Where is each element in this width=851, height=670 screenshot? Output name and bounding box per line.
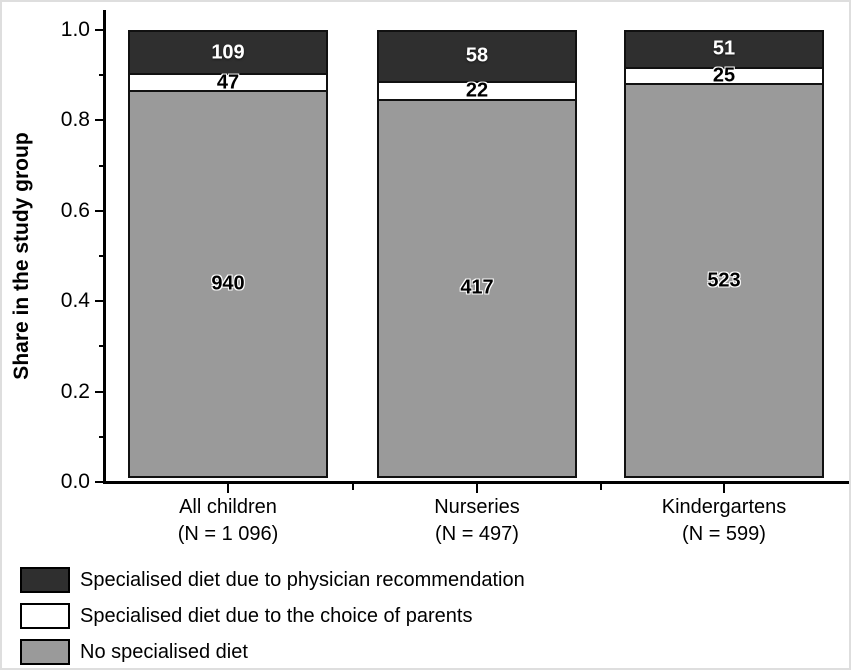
y-axis-line bbox=[103, 10, 106, 484]
y-tick-minor bbox=[99, 435, 105, 438]
y-axis-title: Share in the study group bbox=[10, 132, 33, 380]
category-name: Nurseries bbox=[434, 496, 520, 518]
bar-segment: 47 bbox=[128, 71, 328, 94]
bar-value-label: 25 bbox=[712, 64, 736, 87]
bar-value-label: 109 bbox=[211, 41, 245, 63]
y-tick-label: 0.6 bbox=[60, 198, 90, 222]
x-tick-major bbox=[227, 484, 229, 493]
bar-value-label: 940 bbox=[211, 272, 245, 295]
category-n: (N = 599) bbox=[682, 523, 766, 545]
bar-value-label: 22 bbox=[465, 79, 489, 102]
category-n: (N = 1 096) bbox=[177, 523, 279, 545]
category-name: All children bbox=[179, 496, 277, 518]
legend-swatch bbox=[20, 639, 70, 665]
legend-item: Specialised diet due to physician recomm… bbox=[20, 562, 525, 598]
y-tick-minor bbox=[99, 345, 105, 348]
x-axis-line bbox=[103, 481, 849, 484]
y-tick-major bbox=[95, 390, 105, 393]
bar-value-label: 47 bbox=[216, 71, 240, 94]
bar-value-label: 58 bbox=[465, 44, 489, 67]
x-tick-major bbox=[723, 484, 725, 493]
bar-segment: 417 bbox=[377, 98, 577, 478]
legend-label: Specialised diet due to the choice of pa… bbox=[80, 604, 473, 627]
legend-label: Specialised diet due to physician recomm… bbox=[80, 568, 525, 591]
category-name: Kindergartens bbox=[661, 496, 787, 518]
y-tick-major bbox=[95, 209, 105, 212]
category-n: (N = 497) bbox=[435, 523, 519, 545]
legend-label: No specialised diet bbox=[80, 640, 248, 663]
y-tick-label: 0.8 bbox=[60, 108, 90, 132]
y-tick-minor bbox=[99, 74, 105, 77]
x-tick-minor bbox=[351, 484, 354, 490]
x-tick-major bbox=[476, 484, 478, 493]
bar-value-label: 51 bbox=[712, 37, 736, 60]
x-category-label: Nurseries (N = 497) bbox=[347, 494, 607, 548]
y-tick-label: 0.4 bbox=[60, 289, 90, 313]
bar: 109 47 940 bbox=[128, 30, 328, 482]
bar: 51 25 523 bbox=[624, 30, 824, 482]
bar-value-label: 417 bbox=[460, 276, 494, 299]
y-tick-major bbox=[95, 300, 105, 303]
x-category-label: Kindergartens (N = 599) bbox=[594, 494, 849, 548]
bar-segment: 51 bbox=[624, 30, 824, 69]
legend-swatch bbox=[20, 567, 70, 593]
legend-swatch bbox=[20, 603, 70, 629]
x-tick-minor bbox=[599, 484, 602, 490]
y-tick-label: 1.0 bbox=[60, 18, 90, 41]
legend-item: Specialised diet due to the choice of pa… bbox=[20, 598, 525, 634]
legend-item: No specialised diet bbox=[20, 634, 525, 668]
bar-segment: 940 bbox=[128, 90, 328, 479]
bar-segment: 22 bbox=[377, 79, 577, 102]
y-tick-major bbox=[95, 119, 105, 122]
bar-segment: 58 bbox=[377, 30, 577, 83]
y-tick-label: 0.2 bbox=[60, 379, 90, 403]
bar-segment: 109 bbox=[128, 30, 328, 75]
bar-segment: 25 bbox=[624, 64, 824, 87]
y-tick-major bbox=[95, 481, 105, 483]
y-tick-label: 0.0 bbox=[60, 470, 90, 493]
y-tick-minor bbox=[99, 164, 105, 167]
bar-value-label: 523 bbox=[707, 269, 741, 292]
bar-segment: 523 bbox=[624, 83, 824, 479]
x-category-label: All children (N = 1 096) bbox=[98, 494, 358, 548]
y-tick-minor bbox=[99, 255, 105, 257]
legend: Specialised diet due to physician recomm… bbox=[20, 562, 525, 668]
bar: 58 22 417 bbox=[377, 30, 577, 482]
y-tick-major bbox=[95, 29, 105, 31]
